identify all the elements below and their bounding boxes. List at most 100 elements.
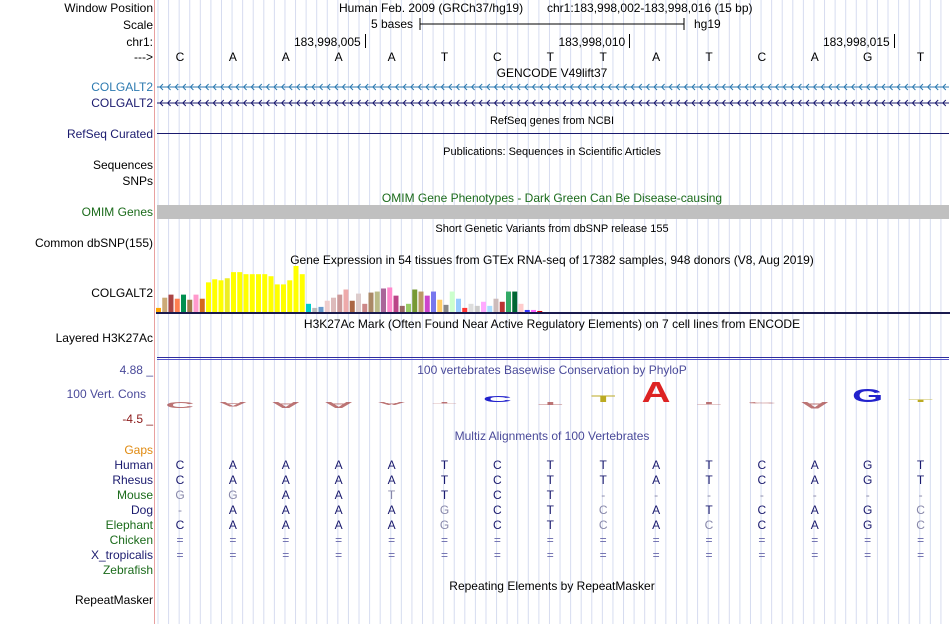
gtex-bar — [331, 297, 336, 312]
gtex-bar — [524, 309, 530, 312]
strand-chevron — [212, 83, 217, 91]
gtex-bar — [268, 276, 274, 312]
phylop-letter: A — [377, 401, 406, 406]
strand-chevron — [326, 83, 331, 91]
gencode-row-2-label[interactable]: COLGALT2 — [91, 96, 153, 110]
strand-chevron — [888, 99, 893, 107]
aligned-base: C — [757, 503, 767, 517]
species-label-elephant[interactable]: Elephant — [105, 518, 153, 532]
aligned-base: T — [546, 503, 554, 517]
chrom-label[interactable]: chr1: — [126, 35, 153, 49]
strand-chevron — [919, 99, 924, 107]
gtex-bar — [462, 307, 468, 312]
gtex-bar — [406, 303, 411, 312]
strand-chevron — [486, 99, 491, 107]
gtex-label[interactable]: COLGALT2 — [91, 286, 153, 300]
scale-label[interactable]: Scale — [122, 18, 153, 32]
reference-base: T — [916, 50, 925, 64]
strand-chevron — [288, 99, 293, 107]
strand-chevron — [242, 99, 247, 107]
h3k27ac-title: H3K27Ac Mark (Often Found Near Active Re… — [303, 317, 801, 331]
aligned-base: G — [863, 518, 873, 532]
sequences-label[interactable]: Sequences — [92, 158, 153, 172]
gencode-gene-lines[interactable] — [156, 80, 950, 112]
aligned-base: C — [175, 458, 185, 472]
aligned-base: A — [334, 518, 343, 532]
aligned-base: = — [176, 533, 184, 547]
refseq-label[interactable]: RefSeq Curated — [66, 127, 153, 141]
gtex-bar — [349, 300, 355, 312]
species-label-x_tropicalis[interactable]: X_tropicalis — [90, 548, 153, 562]
strand-chevron — [189, 99, 194, 107]
strand-chevron — [318, 83, 323, 91]
strand-chevron — [767, 83, 772, 91]
phylop-letter: G — [852, 385, 883, 406]
phylop-letter: C — [483, 395, 512, 404]
strand-chevron — [600, 83, 605, 91]
strand-chevron — [797, 99, 802, 107]
aligned-base: A — [228, 518, 237, 532]
strand-chevron — [227, 99, 232, 107]
aligned-base: A — [228, 458, 237, 472]
strand-chevron — [881, 99, 886, 107]
gaps-label[interactable]: Gaps — [124, 443, 153, 457]
strand-chevron — [721, 99, 726, 107]
aligned-base: A — [387, 473, 396, 487]
species-label-dog[interactable]: Dog — [130, 503, 153, 517]
gtex-bar — [262, 274, 268, 312]
aligned-base: C — [493, 488, 502, 502]
gtex-expression-chart[interactable] — [156, 266, 950, 316]
aligned-base: A — [281, 518, 290, 532]
snps-label[interactable]: SNPs — [122, 174, 153, 188]
species-label-rhesus[interactable]: Rhesus — [112, 473, 153, 487]
strand-chevron — [622, 83, 627, 91]
reference-base: A — [281, 50, 290, 64]
phylop-min: -4.5 _ — [122, 412, 153, 426]
aligned-base: = — [864, 533, 872, 547]
aligned-base: C — [916, 518, 925, 532]
aligned-base: C — [757, 473, 767, 487]
strand-chevron — [812, 83, 817, 91]
phylop-label[interactable]: 100 Vert. Cons — [66, 387, 146, 401]
dbsnp-label[interactable]: Common dbSNP(155) — [34, 236, 153, 250]
gencode-row-1-label[interactable]: COLGALT2 — [91, 80, 153, 94]
strand-chevron — [835, 99, 840, 107]
gtex-bar — [506, 291, 511, 312]
aligned-base: G — [439, 503, 450, 517]
aligned-base: A — [387, 518, 396, 532]
gtex-bar — [306, 303, 311, 312]
repeatmasker-label[interactable]: RepeatMasker — [74, 593, 153, 607]
omim-title: OMIM Gene Phenotypes - Dark Green Can Be… — [381, 191, 723, 205]
omim-label[interactable]: OMIM Genes — [81, 205, 153, 219]
gtex-bar — [181, 294, 186, 312]
refseq-gene-line[interactable] — [157, 133, 949, 134]
aligned-base: A — [334, 458, 343, 472]
species-label-human[interactable]: Human — [114, 458, 153, 472]
refseq-title: RefSeq genes from NCBI — [489, 115, 615, 127]
aligned-base: A — [281, 503, 290, 517]
strand-chevron — [866, 83, 871, 91]
omim-gene-bar[interactable] — [157, 205, 949, 219]
species-label-zebrafish[interactable]: Zebrafish — [102, 563, 153, 577]
strand-chevron — [828, 99, 833, 107]
gtex-bar — [199, 298, 205, 312]
strand-chevron — [341, 83, 346, 91]
strand-chevron — [318, 99, 323, 107]
strand-chevron — [372, 83, 377, 91]
phylop-letter: A — [218, 400, 247, 407]
strand-chevron — [592, 99, 597, 107]
strand-chevron — [562, 83, 567, 91]
aligned-base: C — [493, 458, 502, 472]
gtex-bar — [449, 291, 455, 312]
gtex-bar — [287, 280, 293, 312]
species-label-mouse[interactable]: Mouse — [116, 488, 153, 502]
species-label-chicken[interactable]: Chicken — [109, 533, 153, 547]
h3k27ac-label[interactable]: Layered H3K27Ac — [55, 331, 153, 345]
gtex-bar — [237, 272, 243, 312]
aligned-base: = — [282, 533, 290, 547]
window-position-label[interactable]: Window Position — [64, 1, 153, 15]
reference-base: A — [334, 50, 343, 64]
gtex-bar — [499, 301, 505, 312]
